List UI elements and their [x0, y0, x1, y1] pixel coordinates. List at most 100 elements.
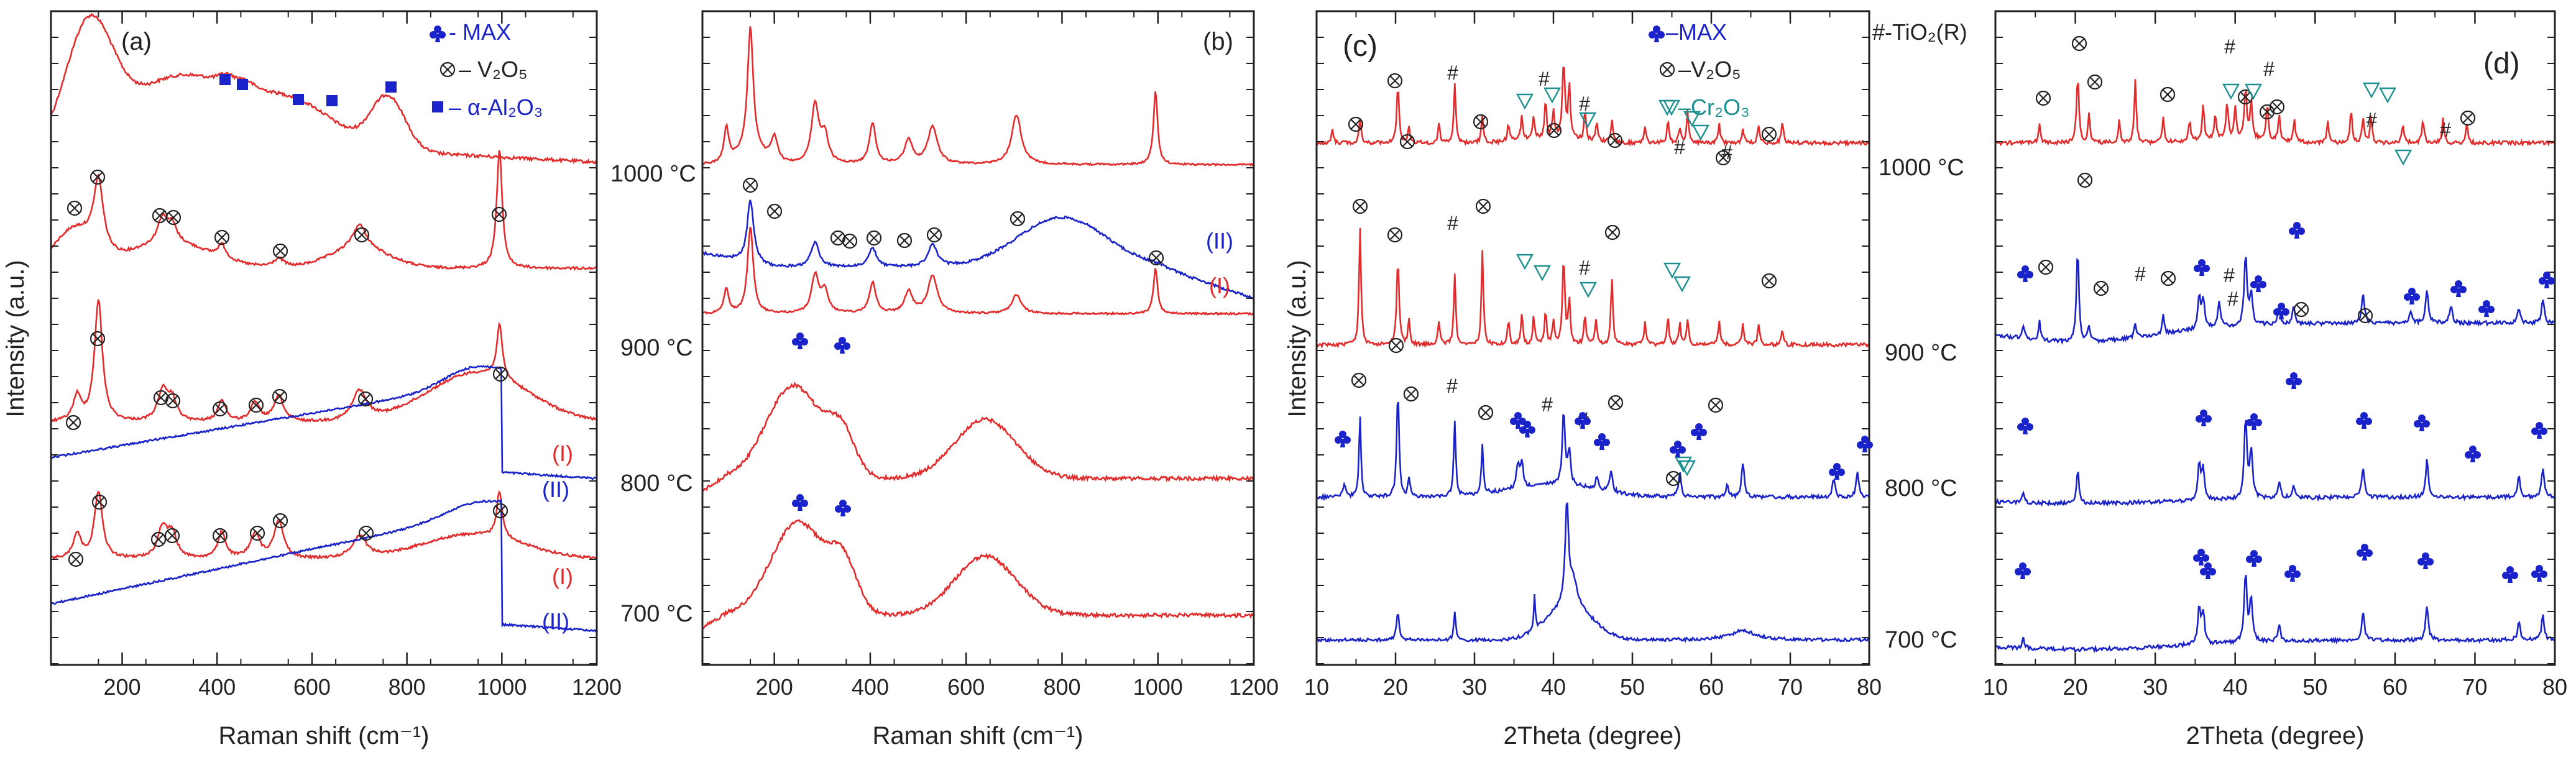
v2o5-marker: [1546, 122, 1562, 139]
cr2o3-marker: [2362, 82, 2381, 99]
v2o5-marker: [926, 227, 942, 243]
temp-label-cd-900: 900 °C: [1885, 340, 1957, 366]
legend-a-otimes-icon: [439, 62, 456, 78]
tio2-marker: #: [1447, 212, 1458, 234]
tick-label-d-40: 40: [2223, 674, 2248, 700]
max-marker: [2539, 272, 2555, 288]
al2o3-marker: [293, 94, 304, 105]
max-marker: [1335, 431, 1351, 447]
series-label-a-700-I: (I): [552, 564, 573, 589]
cr2o3-marker: [2222, 83, 2240, 100]
v2o5-marker: [165, 393, 181, 409]
v2o5-marker: [1348, 116, 1364, 132]
v2o5-marker: [1708, 397, 1724, 413]
max-marker: [792, 494, 808, 511]
y-axis-title-right: Intensity (a.u.): [1284, 260, 1311, 417]
v2o5-marker: [1475, 198, 1491, 214]
tick-label-b-400: 400: [852, 674, 889, 700]
legend-c-cr2o3: –Cr₂O₃: [1678, 94, 1750, 120]
v2o5-marker: [212, 401, 228, 417]
series-label-a-800-II: (II): [542, 477, 569, 502]
curve-b-800: [702, 382, 1254, 492]
max-marker: [792, 332, 808, 349]
tick-label-d-50: 50: [2302, 674, 2327, 700]
axis-ticks: 200 400 600 800 1000 1200 200 400 600 800 1000 1200…: [50, 11, 2567, 700]
x-axis-title-a: Raman shift (cm⁻¹): [219, 722, 430, 749]
v2o5-marker: [1352, 198, 1368, 214]
max-marker: [2017, 418, 2033, 434]
curve-a-1000: [51, 12, 597, 165]
v2o5-marker: [1010, 211, 1026, 227]
curve-a-800-II: [51, 365, 597, 480]
x-axis-title-b: Raman shift (cm⁻¹): [873, 722, 1083, 749]
cr2o3-marker: [2244, 83, 2263, 100]
v2o5-marker: [1761, 126, 1777, 142]
v2o5-marker: [91, 494, 108, 510]
cr2o3-marker: [1678, 460, 1696, 477]
v2o5-marker: [1403, 386, 1419, 402]
max-marker: [2194, 259, 2210, 276]
v2o5-marker: [1387, 73, 1403, 89]
max-marker: [2531, 565, 2547, 582]
v2o5-marker: [866, 230, 882, 246]
max-marker: [2246, 413, 2262, 430]
v2o5-marker: [842, 233, 858, 249]
v2o5-marker: [272, 243, 288, 259]
tick-label-d-60: 60: [2383, 674, 2408, 700]
max-marker: [1829, 463, 1845, 480]
curve-d-700: [1995, 575, 2555, 653]
v2o5-marker: [896, 232, 913, 249]
tick-label-d-10: 10: [1983, 674, 2008, 700]
tio2-marker: #: [2263, 58, 2275, 80]
temp-label-b-1000: 1000 °C: [610, 161, 696, 187]
curve-d-1000: [1995, 79, 2555, 147]
temp-label-cd-700: 700 °C: [1885, 627, 1957, 653]
cr2o3-marker: [1533, 265, 1552, 282]
v2o5-marker: [153, 390, 169, 406]
panel-b-frame: [701, 10, 1255, 666]
al2o3-marker: [237, 79, 248, 90]
temp-label-b-900: 900 °C: [620, 335, 693, 361]
v2o5-marker: [164, 528, 180, 544]
v2o5-marker: [358, 525, 374, 541]
curve-c-900: [1317, 227, 1869, 349]
max-marker: [2289, 222, 2305, 239]
v2o5-marker: [2035, 90, 2051, 106]
max-marker: [2465, 446, 2481, 462]
v2o5-marker: [1715, 150, 1731, 166]
max-marker: [2015, 562, 2031, 579]
tick-label-c-80: 80: [1857, 674, 1882, 700]
tio2-marker: #: [1579, 257, 1590, 279]
tick-label-a-1200: 1200: [572, 674, 622, 700]
tio2-marker: #: [2440, 119, 2451, 141]
curve-b-1000: [702, 26, 1254, 167]
v2o5-marker: [165, 209, 182, 226]
legend-c-max: –MAX: [1666, 19, 1727, 45]
v2o5-marker: [2357, 308, 2373, 324]
v2o5-marker: [1665, 470, 1681, 487]
cr2o3-marker: [2394, 149, 2413, 166]
tick-label-b-1000: 1000: [1133, 674, 1183, 700]
max-marker: [2246, 550, 2262, 567]
max-marker: [2356, 412, 2372, 429]
v2o5-marker: [1473, 114, 1489, 130]
max-marker: [1575, 412, 1591, 429]
v2o5-marker: [212, 528, 228, 544]
tio2-marker: #: [1447, 62, 1458, 84]
tick-label-b-600: 600: [947, 674, 985, 700]
tio2-marker: #: [1579, 93, 1590, 115]
max-marker: [2450, 280, 2467, 297]
curve-a-700-II: [51, 498, 597, 633]
v2o5-marker: [67, 200, 83, 216]
panel-label-d: (d): [2483, 47, 2520, 80]
max-marker: [2273, 303, 2289, 319]
tick-label-d-80: 80: [2542, 674, 2567, 700]
tio2-marker: #: [1721, 141, 1732, 163]
v2o5-marker: [492, 366, 508, 382]
tick-label-c-30: 30: [1462, 674, 1487, 700]
temp-label-b-800: 800 °C: [620, 470, 693, 497]
tick-label-c-10: 10: [1304, 674, 1329, 700]
tick-label-c-50: 50: [1620, 674, 1645, 700]
v2o5-marker: [1604, 224, 1621, 240]
v2o5-marker: [2460, 110, 2476, 126]
